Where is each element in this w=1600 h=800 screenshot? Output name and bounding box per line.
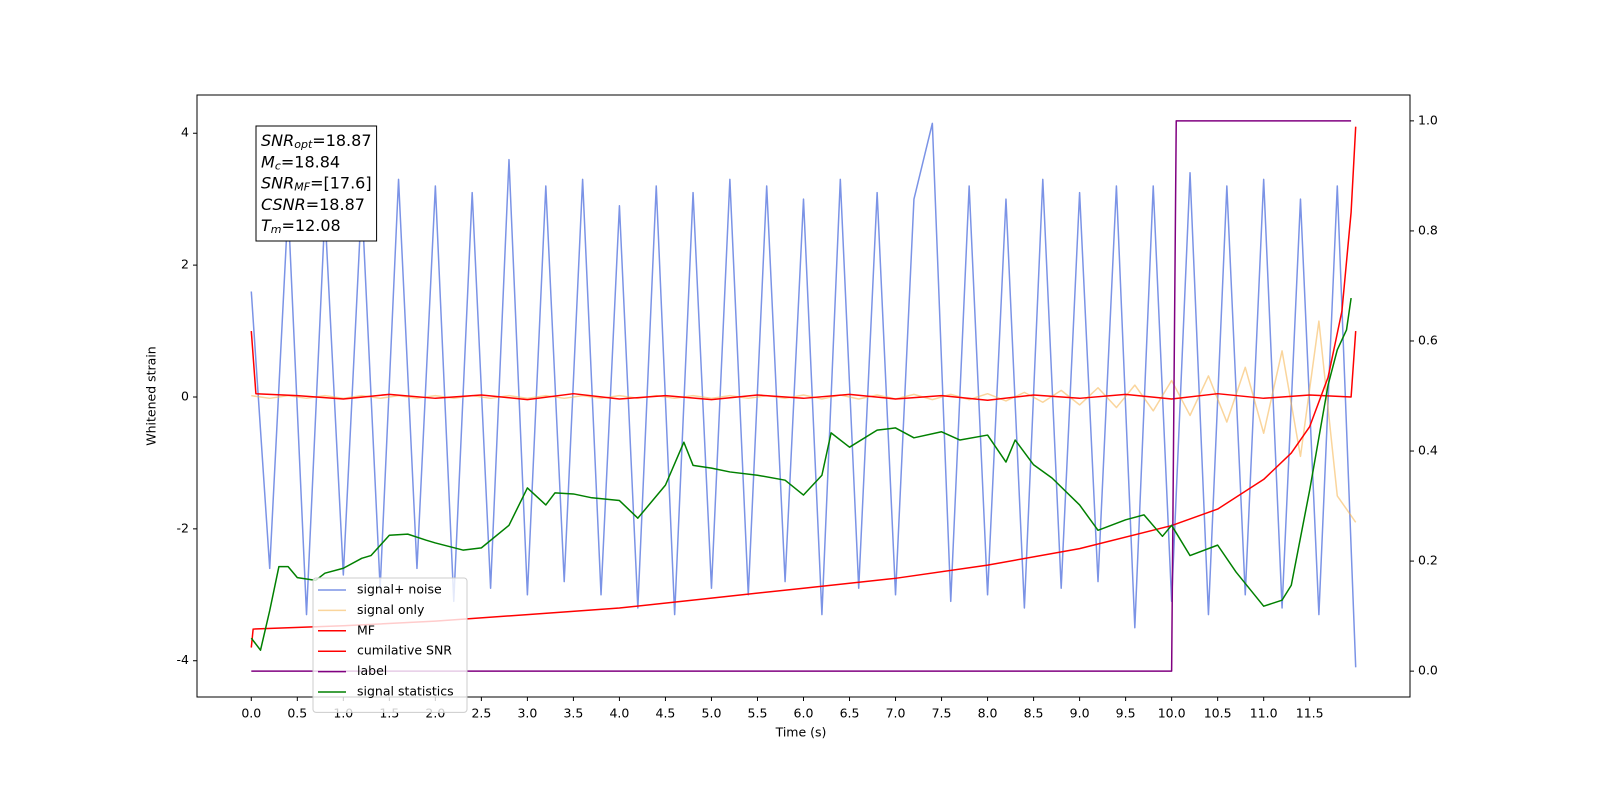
legend-label: signal+ noise <box>357 582 442 597</box>
x-tick-label: 2.5 <box>471 706 491 721</box>
legend-label: MF <box>357 622 375 637</box>
x-tick-label: 6.5 <box>840 706 860 721</box>
y2-tick-label: 1.0 <box>1418 112 1438 127</box>
annotation-text: =[17.6] <box>310 173 372 192</box>
x-tick-label: 8.5 <box>1024 706 1044 721</box>
x-tick-label: 0.5 <box>287 706 307 721</box>
x-tick-label: 6.0 <box>794 706 814 721</box>
y2-tick-label: 0.2 <box>1418 553 1438 568</box>
annotation-subscript: c <box>275 159 281 172</box>
series-line <box>250 330 1357 402</box>
x-tick-label: 0.0 <box>241 706 261 721</box>
x-tick-label: 8.0 <box>978 706 998 721</box>
legend-label: signal statistics <box>357 684 454 699</box>
y2-tick-label: 0.6 <box>1418 332 1438 347</box>
x-tick-label: 10.5 <box>1204 706 1232 721</box>
series-line <box>251 120 1352 672</box>
x-tick-label: 10.0 <box>1158 706 1186 721</box>
x-tick-label: 9.0 <box>1070 706 1090 721</box>
legend: signal+ noise signal only MF cumilative SNR… <box>312 577 468 713</box>
x-axis-label: Time (s) <box>775 725 827 740</box>
annotation-text: =18.87 <box>306 194 365 213</box>
x-tick-label: 9.5 <box>1116 706 1136 721</box>
y-axis-label: Whitened strain <box>144 346 159 445</box>
legend-label: signal only <box>357 602 425 617</box>
y2-tick-label: 0.8 <box>1418 222 1438 237</box>
y-tick-label: 0 <box>181 388 189 403</box>
x-tick-label: 5.5 <box>748 706 768 721</box>
annotation-line: CSNR=18.87 <box>261 194 365 213</box>
series-line <box>251 320 1357 523</box>
y-tick-label: -4 <box>177 652 190 667</box>
annotation-box <box>255 125 378 242</box>
y2-tick-label: 0.4 <box>1418 443 1438 458</box>
x-tick-label: 3.5 <box>563 706 583 721</box>
annotation-text: =12.08 <box>282 216 341 235</box>
x-tick-label: 11.0 <box>1250 706 1278 721</box>
legend-box <box>312 577 468 713</box>
annotation-line: Mc=18.84 <box>261 152 340 173</box>
series-line <box>250 297 1352 651</box>
annotation-symbol: SNR <box>261 173 294 192</box>
annotation-line: SNRopt=18.87 <box>261 131 372 152</box>
x-tick-label: 4.5 <box>656 706 676 721</box>
y-tick-label: -2 <box>177 520 189 535</box>
y-tick-label: 4 <box>181 125 189 140</box>
annotation-symbol: M <box>261 152 275 171</box>
annotation-subscript: m <box>271 223 282 236</box>
x-tick-label: 11.5 <box>1296 706 1324 721</box>
annotation-text: =18.87 <box>312 131 371 150</box>
x-tick-label: 5.0 <box>702 706 722 721</box>
legend-label: cumilative SNR <box>357 643 452 658</box>
annotation-text: =18.84 <box>281 152 340 171</box>
y2-tick-label: 0.0 <box>1418 663 1438 678</box>
x-tick-label: 7.0 <box>886 706 906 721</box>
annotation-line: Tm=12.08 <box>261 216 341 237</box>
annotation-subscript: MF <box>294 181 310 194</box>
x-tick-label: 4.0 <box>609 706 629 721</box>
annotation: SNRopt=18.87Mc=18.84SNRMF=[17.6]CSNR=18.… <box>255 125 378 242</box>
annotation-subscript: opt <box>294 138 313 151</box>
x-tick-label: 3.0 <box>517 706 537 721</box>
annotation-symbol: CSNR <box>261 194 306 213</box>
annotation-symbol: SNR <box>261 131 294 150</box>
x-tick-label: 7.5 <box>932 706 952 721</box>
y-tick-label: 2 <box>181 257 189 272</box>
annotation-line: SNRMF=[17.6] <box>261 173 372 194</box>
annotation-symbol: T <box>261 216 272 235</box>
legend-label: label <box>357 663 387 678</box>
